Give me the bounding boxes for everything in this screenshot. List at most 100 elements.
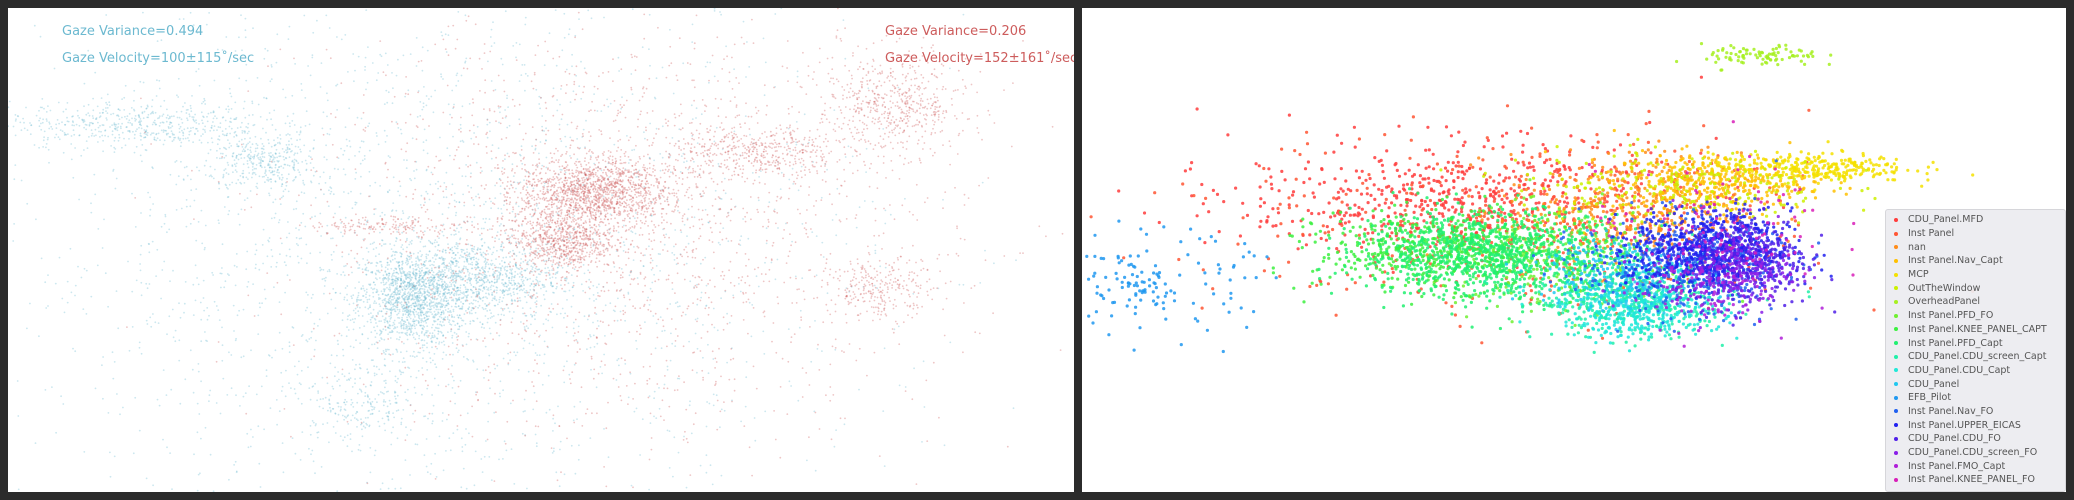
data-point [257,314,260,317]
data-point [178,339,181,342]
data-point [535,305,538,308]
data-point [343,296,346,299]
data-point [479,269,482,272]
data-point [465,310,467,312]
data-point [346,299,349,302]
data-point [551,269,554,271]
data-point [921,441,923,443]
data-point [462,284,465,286]
data-point [114,125,117,128]
data-point [153,138,156,141]
data-point [427,278,430,281]
data-point [426,315,428,318]
data-point [222,173,225,176]
data-point [155,133,158,136]
data-point [485,276,488,279]
data-point [450,330,452,333]
data-point [365,296,367,299]
data-point [295,243,298,245]
data-point [395,300,398,303]
data-point [364,391,367,394]
data-point [389,403,392,405]
data-point [137,114,140,117]
data-point [92,117,95,120]
data-point [556,313,558,316]
data-point [301,334,304,336]
data-point [492,246,495,249]
data-point [386,101,389,104]
data-point [420,310,423,312]
data-point [170,122,173,124]
data-point [249,159,251,162]
data-point [436,290,439,293]
data-point [133,108,135,111]
data-point [476,249,479,251]
data-point [414,271,417,274]
data-point [411,324,414,327]
data-point [450,299,453,302]
data-point [94,71,97,74]
data-point [563,316,565,319]
data-point [70,291,73,294]
data-point [351,414,354,417]
data-point [238,140,241,143]
data-point [533,289,536,292]
data-point [474,253,477,256]
data-point [475,288,477,290]
data-point [362,300,365,303]
data-point [475,295,478,297]
data-point [400,271,402,274]
data-point [705,471,708,474]
data-point [221,243,224,246]
data-point [288,148,291,150]
data-point [403,273,406,275]
data-point [270,266,273,268]
data-point [431,292,433,295]
data-point [425,272,427,274]
data-point [371,62,374,64]
data-point [753,417,756,419]
data-point [480,277,482,279]
data-point [152,167,154,170]
data-point [424,286,427,288]
data-point [424,319,427,322]
data-point [402,282,405,284]
data-point [893,328,896,331]
data-point [402,357,405,360]
data-point [299,130,302,133]
data-point [406,308,409,311]
data-point [464,299,467,302]
data-point [422,276,424,279]
data-point [411,302,414,305]
data-point [401,295,403,298]
data-point [396,304,398,307]
data-point [312,166,315,169]
data-point [480,273,483,276]
data-point [51,128,54,130]
data-point [433,316,436,319]
data-point [404,298,406,301]
data-point [205,23,208,26]
data-point [433,254,436,257]
data-point [366,424,368,426]
data-point [326,115,328,118]
data-point [409,310,412,313]
data-point [758,176,760,178]
data-point [490,157,493,160]
data-point [398,293,400,296]
data-point [525,314,528,317]
data-point [651,281,654,284]
data-point [49,109,52,112]
data-point [448,437,451,440]
data-point [388,302,391,304]
data-point [166,231,168,234]
data-point [913,367,915,370]
data-point [350,295,353,298]
data-point [212,129,215,132]
data-point [65,108,67,111]
data-point [747,237,750,240]
data-point [149,316,152,319]
data-point [484,221,487,224]
data-point [466,281,469,284]
data-point [406,281,409,284]
